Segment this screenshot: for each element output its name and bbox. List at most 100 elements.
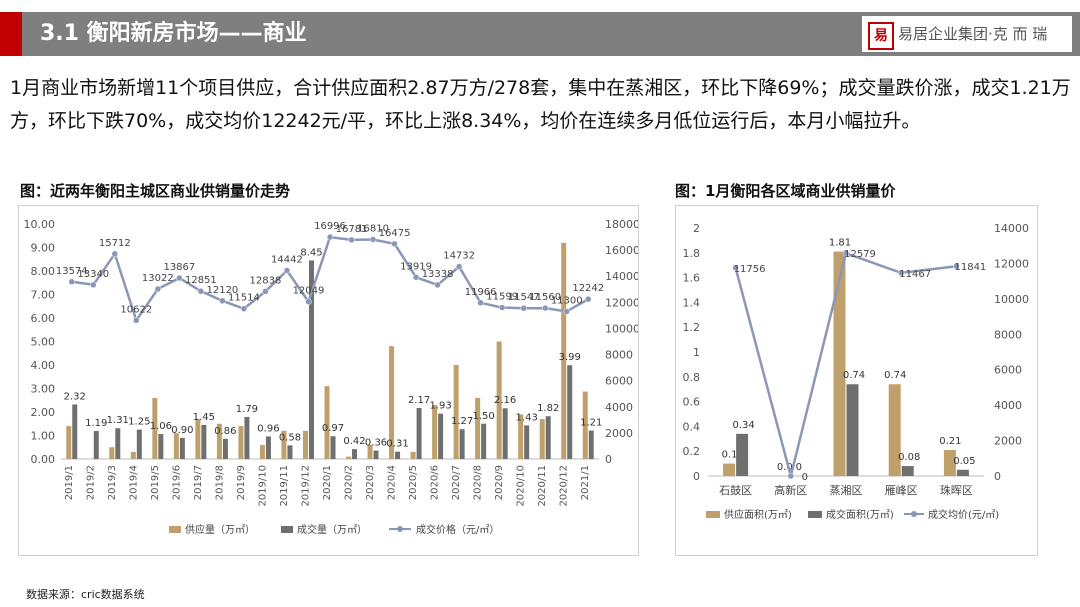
summary-paragraph: 1月商业市场新增11个项目供应，合计供应面积2.87万方/278套，集中在蒸湘区… <box>10 77 1071 132</box>
supply-bar <box>173 433 179 459</box>
price-point <box>197 287 205 295</box>
price-data-label: 11966 <box>465 287 497 298</box>
price-point <box>240 305 248 312</box>
y2-tick-label: 16000 <box>605 244 638 257</box>
price-data-label: 12120 <box>206 285 238 296</box>
legend-price-marker <box>397 526 403 532</box>
price-data-label: 0 <box>802 472 808 483</box>
price-data-label: 11841 <box>954 262 986 273</box>
y2-tick-label: 8000 <box>605 349 633 362</box>
y-tick-label: 3.00 <box>31 383 56 396</box>
y-tick-label: 1.6 <box>683 272 701 285</box>
x-tick-label: 2020/12 <box>559 465 570 507</box>
y-tick-label: 0.8 <box>683 371 701 384</box>
supply-bar <box>888 384 901 476</box>
deal-bar <box>222 438 228 459</box>
deal-data-label: 0.36 <box>365 438 387 449</box>
price-data-label: 16781 <box>336 224 368 235</box>
price-data-label: 11756 <box>734 264 766 275</box>
deal-data-label: 1.27 <box>451 416 473 427</box>
trend-chart-panel: 0.00 1.00 2.00 3.00 4.00 5.00 6.00 7.00 8.00 9.00… <box>18 205 641 556</box>
legend-price-label: 成交价格（元/㎡） <box>416 523 499 536</box>
deal-bar <box>308 260 314 459</box>
y-tick-label: 0.4 <box>683 420 701 433</box>
deal-bar <box>201 424 207 459</box>
price-data-label: 12851 <box>185 275 217 286</box>
chart-title-trend: 图：近两年衡阳主城区商业供销量价走势 <box>20 182 291 200</box>
x-tick-label: 雁峰区 <box>885 484 918 497</box>
x-tick-label: 2020/3 <box>365 465 376 500</box>
price-point <box>326 233 334 241</box>
legend-supply-swatch <box>706 511 720 518</box>
price-data-label: 14732 <box>443 251 475 262</box>
x-tick-label: 蒸湘区 <box>830 483 863 497</box>
deal-data-label: 0.05 <box>953 456 975 467</box>
deal-bar <box>265 436 271 459</box>
supply-bar <box>475 397 481 459</box>
y-tick-label: 2 <box>693 222 700 235</box>
x-tick-label: 2019/8 <box>214 465 225 500</box>
deal-data-label: 0.86 <box>214 426 236 437</box>
y2-tick-label: 18000 <box>605 218 638 231</box>
legend-supply-label: 供应面积(万㎡) <box>724 508 792 521</box>
supply-data-label: 0.0 <box>777 462 793 473</box>
y-tick-label: 0.6 <box>683 396 701 409</box>
price-point <box>477 299 484 307</box>
price-point <box>584 295 592 303</box>
deal-bar <box>287 445 293 459</box>
x-tick-label: 2020/2 <box>344 465 355 500</box>
price-point <box>732 264 739 272</box>
supply-bar <box>216 423 222 459</box>
supply-bar <box>324 386 330 459</box>
legend-price-label: 成交均价(元/㎡) <box>928 508 999 521</box>
slide-title: 3.1 衡阳新房市场——商业 <box>40 21 307 46</box>
deal-data-label: 1.06 <box>150 421 172 432</box>
price-point <box>348 236 355 244</box>
supply-bar <box>561 242 567 459</box>
supply-data-label: 1.81 <box>829 238 851 249</box>
price-point <box>133 317 140 324</box>
legend-deal-swatch <box>808 511 822 518</box>
deal-data-label: 0.08 <box>898 452 920 463</box>
chart-title-district: 图：1月衡阳各区域商业供销量价 <box>675 182 896 200</box>
deal-bar <box>459 429 465 459</box>
price-data-label: 11560 <box>529 292 561 303</box>
deal-data-label: 0.34 <box>732 420 754 431</box>
price-point <box>897 269 905 277</box>
deal-data-label: 1.19 <box>85 418 107 429</box>
price-point <box>369 236 377 243</box>
price-point <box>68 278 76 286</box>
price-data-label: 16810 <box>357 224 389 235</box>
trend-chart: 0.00 1.00 2.00 3.00 4.00 5.00 6.00 7.00 8.00 9.00… <box>24 218 641 536</box>
y-tick-label: 6.00 <box>31 312 56 325</box>
y-tick-label: 7.00 <box>31 289 56 302</box>
supply-data-label: 0.1 <box>722 450 738 461</box>
y2-tick-label: 4000 <box>994 399 1022 412</box>
x-tick-label: 2020/1 <box>322 465 333 500</box>
x-tick-label: 2020/9 <box>494 465 505 500</box>
deal-bar <box>179 437 185 459</box>
x-tick-label: 2019/5 <box>150 465 161 500</box>
price-point <box>787 472 795 480</box>
deal-data-label: 0.97 <box>322 423 344 434</box>
price-data-label: 13867 <box>163 262 195 273</box>
price-data-label: 12049 <box>293 286 325 297</box>
price-data-label: 15712 <box>99 238 131 249</box>
legend-price-marker <box>911 511 917 517</box>
deal-bar <box>567 365 573 459</box>
y2-tick-label: 4000 <box>605 401 633 414</box>
price-point <box>90 281 97 289</box>
y2-tick-label: 14000 <box>605 270 638 283</box>
price-data-label: 13338 <box>422 269 454 280</box>
deal-data-label: 0 <box>796 462 802 473</box>
y2-tick-label: 10000 <box>994 293 1029 306</box>
legend-supply-label: 供应量（万㎡） <box>185 523 255 536</box>
deal-data-label: 1.31 <box>107 415 129 426</box>
deal-data-label: 1.21 <box>580 418 602 429</box>
price-data-label: 11599 <box>486 292 518 303</box>
y-tick-label: 0.00 <box>31 453 56 466</box>
price-point <box>563 308 570 315</box>
y-tick-label: 1 <box>693 346 700 359</box>
supply-bar <box>302 430 308 459</box>
y-tick-label: 0.2 <box>683 445 701 458</box>
